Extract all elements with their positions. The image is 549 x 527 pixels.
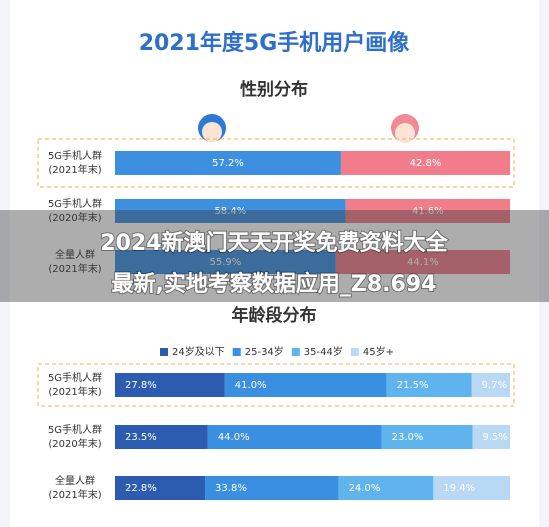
highlight-box <box>37 363 515 407</box>
value-label: 58.4% <box>214 206 246 217</box>
bar-segment <box>472 425 510 449</box>
bar-segment <box>115 250 336 274</box>
value-label: 9.5% <box>482 432 507 443</box>
value-label: 44.1% <box>407 257 439 268</box>
category-label: 5G手机人群 <box>48 423 102 436</box>
bar-segment <box>224 373 387 397</box>
bar-segment <box>115 199 346 223</box>
bar-segment <box>471 373 510 397</box>
chart-title: 年龄段分布 <box>232 305 317 326</box>
value-label: 27.8% <box>125 380 157 391</box>
value-label: 41.6% <box>412 206 444 217</box>
bar-segment <box>433 476 510 500</box>
value-label: 21.5% <box>397 380 429 391</box>
bar-segment <box>335 250 510 274</box>
value-label: 22.8% <box>125 483 157 494</box>
legend-label: 25-34岁 <box>245 345 284 358</box>
legend-swatch <box>160 348 168 356</box>
value-label: 23.5% <box>125 432 157 443</box>
bar-segment <box>115 425 208 449</box>
bar-segment <box>115 476 206 500</box>
legend-swatch <box>232 348 241 356</box>
category-label: 5G手机人群 <box>48 149 102 162</box>
value-label: 55.9% <box>210 257 242 268</box>
female-icon <box>391 114 419 143</box>
category-label: (2021年末) <box>48 262 101 275</box>
main-title: 2021年度5G手机用户画像 <box>139 30 411 56</box>
value-label: 41.0% <box>235 380 267 391</box>
bar-segment <box>386 373 472 397</box>
legend-swatch <box>350 348 359 356</box>
category-label: (2021年末) <box>48 385 101 398</box>
value-label: 42.8% <box>410 158 442 169</box>
bar-segment <box>115 373 225 397</box>
category-label: (2021年末) <box>48 488 101 501</box>
value-label: 44.0% <box>218 432 250 443</box>
value-label: 19.4% <box>443 483 475 494</box>
category-label: (2021年末) <box>48 163 101 176</box>
value-label: 33.8% <box>215 483 247 494</box>
male-icon <box>198 114 226 142</box>
category-label: 全量人群 <box>55 248 95 261</box>
bar-segment <box>345 199 510 223</box>
value-label: 57.2% <box>212 158 244 169</box>
overlay-text: 2024新澳门天天开奖免费资料大全 <box>100 230 448 256</box>
overlay-text: 最新,实地考察数据应用_Z8.694 <box>112 271 437 297</box>
category-label: (2020年末) <box>48 211 101 224</box>
legend-label: 24岁及以下 <box>172 345 225 358</box>
bar-segment <box>207 425 382 449</box>
category-label: (2020年末) <box>48 437 101 450</box>
bar-segment <box>115 151 341 175</box>
highlight-box <box>37 138 515 188</box>
bar-segment <box>381 425 473 449</box>
value-label: 24.0% <box>349 483 381 494</box>
bar-segment <box>205 476 339 500</box>
overlay-banner <box>0 210 549 302</box>
legend-label: 35-44岁 <box>304 345 343 358</box>
value-label: 9.7% <box>482 380 507 391</box>
legend-swatch <box>291 348 300 356</box>
chart-title: 性别分布 <box>240 79 308 100</box>
category-label: 全量人群 <box>55 474 95 487</box>
legend-label: 45岁+ <box>363 345 394 358</box>
category-label: 5G手机人群 <box>48 197 102 210</box>
bar-segment <box>338 476 434 500</box>
category-label: 5G手机人群 <box>48 371 102 384</box>
value-label: 23.0% <box>392 432 424 443</box>
bar-segment <box>340 151 510 175</box>
